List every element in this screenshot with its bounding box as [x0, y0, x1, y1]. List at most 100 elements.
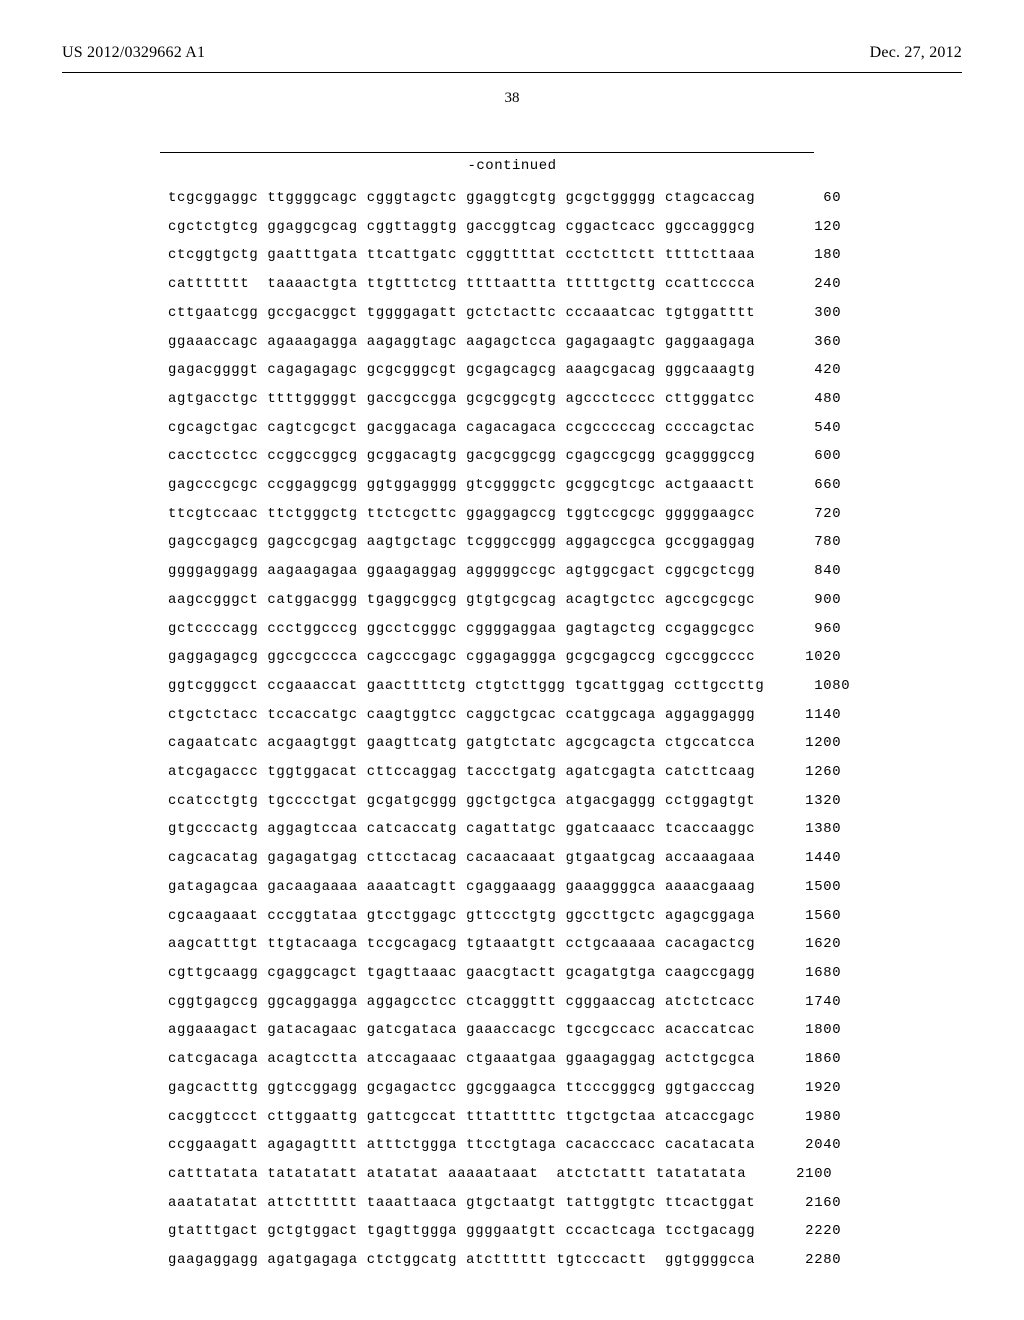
sequence-groups: cacggtccct cttggaattg gattcgccat tttattt… [168, 1111, 755, 1125]
publication-date: Dec. 27, 2012 [870, 44, 962, 62]
sequence-position: 480 [755, 393, 841, 407]
sequence-position: 1200 [755, 737, 841, 751]
sequence-position: 2220 [755, 1225, 841, 1239]
sequence-row: aagccgggct catggacggg tgaggcggcg gtgtgcg… [168, 594, 850, 608]
sequence-groups: gagcccgcgc ccggaggcgg ggtggagggg gtcgggg… [168, 479, 755, 493]
sequence-position: 1440 [755, 852, 841, 866]
sequence-row: gaggagagcg ggccgcccca cagcccgagc cggagag… [168, 651, 850, 665]
page-header: US 2012/0329662 A1 Dec. 27, 2012 [0, 44, 1024, 62]
sequence-row: gagacggggt cagagagagc gcgcgggcgt gcgagca… [168, 364, 850, 378]
sequence-position: 1680 [755, 967, 841, 981]
sequence-groups: agtgacctgc ttttgggggt gaccgccgga gcgcggc… [168, 393, 755, 407]
sequence-position: 1380 [755, 823, 841, 837]
sequence-row: gatagagcaa gacaagaaaa aaaatcagtt cgaggaa… [168, 881, 850, 895]
sequence-position: 1740 [755, 996, 841, 1010]
page-number: 38 [0, 90, 1024, 107]
sequence-position: 2040 [755, 1139, 841, 1153]
sequence-position: 1560 [755, 910, 841, 924]
sequence-row: cgctctgtcg ggaggcgcag cggttaggtg gaccggt… [168, 221, 850, 235]
sequence-row: ccggaagatt agagagtttt atttctggga ttcctgt… [168, 1139, 850, 1153]
sequence-groups: aaatatatat attctttttt taaattaaca gtgctaa… [168, 1197, 755, 1211]
sequence-position: 2280 [755, 1254, 841, 1268]
sequence-position: 540 [755, 422, 841, 436]
sequence-position: 360 [755, 336, 841, 350]
sequence-position: 1860 [755, 1053, 841, 1067]
sequence-row: cacctcctcc ccggccggcg gcggacagtg gacgcgg… [168, 450, 850, 464]
sequence-position: 780 [755, 536, 841, 550]
sequence-position: 420 [755, 364, 841, 378]
sequence-row: aggaaagact gatacagaac gatcgataca gaaacca… [168, 1024, 850, 1038]
sequence-groups: gaagaggagg agatgagaga ctctggcatg atctttt… [168, 1254, 755, 1268]
header-row: US 2012/0329662 A1 Dec. 27, 2012 [62, 44, 962, 62]
sequence-position: 2100 [746, 1168, 832, 1182]
sequence-row: ggtcgggcct ccgaaaccat gaacttttctg ctgtct… [168, 680, 850, 694]
sequence-groups: cgttgcaagg cgaggcagct tgagttaaac gaacgta… [168, 967, 755, 981]
sequence-position: 2160 [755, 1197, 841, 1211]
sequence-position: 120 [755, 221, 841, 235]
sequence-groups: cagcacatag gagagatgag cttcctacag cacaaca… [168, 852, 755, 866]
sequence-groups: cattttttt taaaactgta ttgtttctcg ttttaatt… [168, 278, 755, 292]
sequence-groups: cgctctgtcg ggaggcgcag cggttaggtg gaccggt… [168, 221, 755, 235]
sequence-groups: catttatata tatatatatt atatatat aaaaataaa… [168, 1168, 746, 1182]
sequence-groups: gatagagcaa gacaagaaaa aaaatcagtt cgaggaa… [168, 881, 755, 895]
sequence-groups: ggtcgggcct ccgaaaccat gaacttttctg ctgtct… [168, 680, 764, 694]
sequence-position: 600 [755, 450, 841, 464]
sequence-row: aaatatatat attctttttt taaattaaca gtgctaa… [168, 1197, 850, 1211]
sequence-row: catttatata tatatatatt atatatat aaaaataaa… [168, 1168, 850, 1182]
sequence-groups: aagcatttgt ttgtacaaga tccgcagacg tgtaaat… [168, 938, 755, 952]
sequence-position: 300 [755, 307, 841, 321]
sequence-position: 240 [755, 278, 841, 292]
sequence-row: gtatttgact gctgtggact tgagttggga ggggaat… [168, 1225, 850, 1239]
sequence-row: cgttgcaagg cgaggcagct tgagttaaac gaacgta… [168, 967, 850, 981]
sequence-row: cgcaagaaat cccggtataa gtcctggagc gttccct… [168, 910, 850, 924]
header-rule [62, 72, 962, 73]
sequence-position: 660 [755, 479, 841, 493]
sequence-groups: cacctcctcc ccggccggcg gcggacagtg gacgcgg… [168, 450, 755, 464]
sequence-row: atcgagaccc tggtggacat cttccaggag taccctg… [168, 766, 850, 780]
sequence-groups: gtatttgact gctgtggact tgagttggga ggggaat… [168, 1225, 755, 1239]
sequence-row: ggaaaccagc agaaagagga aagaggtagc aagagct… [168, 336, 850, 350]
sequence-row: ctcggtgctg gaatttgata ttcattgatc cgggttt… [168, 249, 850, 263]
sequence-position: 1020 [755, 651, 841, 665]
continued-label: -continued [0, 158, 1024, 174]
sequence-groups: cgcagctgac cagtcgcgct gacggacaga cagacag… [168, 422, 755, 436]
sequence-top-rule [160, 152, 814, 153]
sequence-row: tcgcggaggc ttggggcagc cgggtagctc ggaggtc… [168, 192, 850, 206]
sequence-row: agtgacctgc ttttgggggt gaccgccgga gcgcggc… [168, 393, 850, 407]
sequence-row: catcgacaga acagtcctta atccagaaac ctgaaat… [168, 1053, 850, 1067]
sequence-groups: cttgaatcgg gccgacggct tggggagatt gctctac… [168, 307, 755, 321]
sequence-groups: aggaaagact gatacagaac gatcgataca gaaacca… [168, 1024, 755, 1038]
sequence-groups: ccatcctgtg tgcccctgat gcgatgcggg ggctgct… [168, 795, 755, 809]
sequence-position: 1980 [755, 1111, 841, 1125]
sequence-row: cgcagctgac cagtcgcgct gacggacaga cagacag… [168, 422, 850, 436]
sequence-groups: cagaatcatc acgaagtggt gaagttcatg gatgtct… [168, 737, 755, 751]
sequence-position: 1080 [764, 680, 850, 694]
sequence-groups: cggtgagccg ggcaggagga aggagcctcc ctcaggg… [168, 996, 755, 1010]
sequence-groups: atcgagaccc tggtggacat cttccaggag taccctg… [168, 766, 755, 780]
sequence-position: 60 [755, 192, 841, 206]
sequence-row: gagcactttg ggtccggagg gcgagactcc ggcggaa… [168, 1082, 850, 1096]
sequence-row: gtgcccactg aggagtccaa catcaccatg cagatta… [168, 823, 850, 837]
sequence-row: ggggaggagg aagaagagaa ggaagaggag agggggc… [168, 565, 850, 579]
sequence-row: gctccccagg ccctggcccg ggcctcgggc cggggag… [168, 623, 850, 637]
sequence-row: gagccgagcg gagccgcgag aagtgctagc tcgggcc… [168, 536, 850, 550]
publication-number: US 2012/0329662 A1 [62, 44, 205, 62]
sequence-position: 840 [755, 565, 841, 579]
sequence-row: cggtgagccg ggcaggagga aggagcctcc ctcaggg… [168, 996, 850, 1010]
sequence-position: 1800 [755, 1024, 841, 1038]
sequence-groups: gagacggggt cagagagagc gcgcgggcgt gcgagca… [168, 364, 755, 378]
sequence-groups: aagccgggct catggacggg tgaggcggcg gtgtgcg… [168, 594, 755, 608]
sequence-groups: ctgctctacc tccaccatgc caagtggtcc caggctg… [168, 709, 755, 723]
sequence-position: 960 [755, 623, 841, 637]
sequence-row: ccatcctgtg tgcccctgat gcgatgcggg ggctgct… [168, 795, 850, 809]
sequence-groups: ggggaggagg aagaagagaa ggaagaggag agggggc… [168, 565, 755, 579]
sequence-row: ctgctctacc tccaccatgc caagtggtcc caggctg… [168, 709, 850, 723]
sequence-groups: gtgcccactg aggagtccaa catcaccatg cagatta… [168, 823, 755, 837]
sequence-groups: cgcaagaaat cccggtataa gtcctggagc gttccct… [168, 910, 755, 924]
sequence-listing: tcgcggaggc ttggggcagc cgggtagctc ggaggtc… [168, 192, 850, 1283]
sequence-row: cattttttt taaaactgta ttgtttctcg ttttaatt… [168, 278, 850, 292]
sequence-position: 1140 [755, 709, 841, 723]
sequence-groups: gaggagagcg ggccgcccca cagcccgagc cggagag… [168, 651, 755, 665]
sequence-groups: ccggaagatt agagagtttt atttctggga ttcctgt… [168, 1139, 755, 1153]
sequence-position: 1320 [755, 795, 841, 809]
